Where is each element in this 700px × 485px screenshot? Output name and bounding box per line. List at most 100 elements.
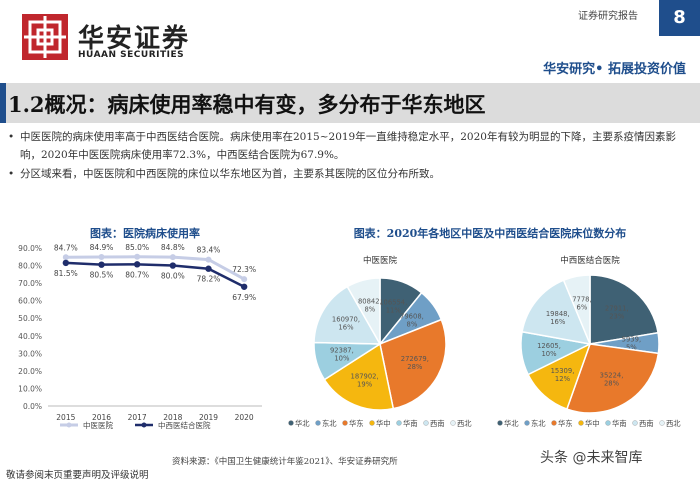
pie-title: 中医医院 bbox=[363, 255, 398, 266]
slice-label: 27911, 23% bbox=[605, 304, 629, 320]
pie-slice bbox=[346, 277, 381, 347]
legend-marker bbox=[423, 420, 429, 426]
series-line bbox=[65, 261, 245, 288]
legend-label: 华北 bbox=[504, 419, 519, 428]
bullet-text: 分区域来看，中医医院和中西医院的床位以华东地区为首，主要系其医院的区位分布所致。 bbox=[20, 168, 440, 180]
legend-label: 华南 bbox=[612, 419, 627, 428]
legend-label: 华中 bbox=[376, 419, 391, 428]
series-line bbox=[65, 255, 245, 281]
logo-text-cn: 华安证券 bbox=[78, 24, 191, 54]
data-label: 72.3% bbox=[232, 265, 256, 274]
report-type: 证券研究报告 bbox=[578, 11, 638, 22]
legend-label: 西南 bbox=[639, 419, 654, 428]
pie-slice bbox=[521, 279, 592, 345]
data-label: 78.2% bbox=[197, 275, 221, 284]
y-tick-label: 70.0% bbox=[18, 279, 42, 288]
y-tick-label: 0.0% bbox=[23, 402, 42, 411]
tagline: 华安研究• 拓展投资价值 bbox=[543, 62, 686, 77]
data-point bbox=[205, 265, 212, 272]
x-tick-label: 2020 bbox=[235, 413, 254, 422]
bullet-1: • 中医医院的病床使用率高于中西医结合医院。病床使用率在2015~2019年一直… bbox=[8, 128, 690, 164]
pie-slice bbox=[565, 343, 660, 414]
legend-label: 华东 bbox=[349, 419, 364, 428]
logo-text-en: HUAAN SECURITIES bbox=[78, 50, 185, 60]
legend-label: 东北 bbox=[322, 419, 337, 428]
left-chart-title: 图表：医院病床使用率 bbox=[90, 227, 200, 240]
legend-label: 西北 bbox=[457, 419, 472, 428]
y-tick-label: 50.0% bbox=[18, 314, 42, 323]
y-tick-label: 10.0% bbox=[18, 384, 42, 393]
data-point bbox=[62, 254, 69, 261]
data-label: 83.4% bbox=[197, 246, 221, 255]
y-tick-label: 30.0% bbox=[18, 349, 42, 358]
data-label: 81.5% bbox=[54, 269, 78, 278]
legend-label: 东北 bbox=[531, 419, 546, 428]
company-logo bbox=[22, 14, 68, 60]
pie-slice bbox=[379, 318, 447, 410]
legend-marker bbox=[605, 420, 611, 426]
x-tick-label: 2016 bbox=[92, 413, 111, 422]
slice-label: 79608, 8% bbox=[400, 313, 424, 329]
data-point bbox=[134, 253, 141, 260]
x-tick-label: 2017 bbox=[128, 413, 147, 422]
legend-marker bbox=[524, 420, 530, 426]
legend-label: 西南 bbox=[430, 419, 445, 428]
title-bar bbox=[0, 83, 700, 123]
slice-label: 19848, 16% bbox=[546, 310, 570, 326]
legend-marker bbox=[66, 422, 72, 428]
slice-label: 12605, 10% bbox=[537, 342, 561, 358]
watermark: 头条 @未来智库 bbox=[540, 450, 643, 466]
slice-label: 5939, 5% bbox=[622, 335, 641, 351]
legend-label: 中西医结合医院 bbox=[158, 420, 211, 430]
slice-label: 80842, 8% bbox=[358, 298, 382, 314]
slice-label: 160970, 16% bbox=[332, 316, 360, 332]
legend-marker bbox=[632, 420, 638, 426]
data-label: 84.8% bbox=[161, 243, 185, 252]
slice-label: 272679, 28% bbox=[401, 355, 429, 371]
legend-marker bbox=[288, 420, 294, 426]
legend-marker bbox=[578, 420, 584, 426]
pie-title: 中西医结合医院 bbox=[560, 255, 620, 266]
right-chart-title: 图表：2020年各地区中医及中西医结合医院床位数分布 bbox=[353, 227, 627, 240]
data-label: 80.7% bbox=[125, 270, 149, 279]
data-point bbox=[241, 276, 248, 283]
pie-slice bbox=[323, 342, 395, 411]
y-tick-label: 20.0% bbox=[18, 367, 42, 376]
source-note: 资料来源：《中国卫生健康统计年鉴2021》、华安证券研究所 bbox=[172, 457, 398, 467]
data-label: 67.9% bbox=[232, 293, 256, 302]
legend-marker bbox=[342, 420, 348, 426]
bullet-2: • 分区域来看，中医医院和中西医院的床位以华东地区为首，主要系其医院的区位分布所… bbox=[8, 165, 690, 183]
page-number: 8 bbox=[659, 0, 700, 36]
data-label: 85.0% bbox=[125, 243, 149, 252]
data-label: 80.5% bbox=[90, 271, 114, 280]
x-tick-label: 2019 bbox=[199, 413, 218, 422]
legend-marker bbox=[315, 420, 321, 426]
pie-slice bbox=[313, 285, 382, 345]
x-tick-label: 2015 bbox=[56, 413, 75, 422]
legend-label: 华南 bbox=[403, 419, 418, 428]
bullet-dot-icon: • bbox=[8, 131, 15, 143]
slice-label: 15309, 12% bbox=[551, 367, 575, 383]
bullet-dot-icon: • bbox=[8, 168, 15, 180]
data-label: 84.9% bbox=[90, 243, 114, 252]
slice-label: 7778, 6% bbox=[572, 295, 591, 311]
y-tick-label: 80.0% bbox=[18, 262, 42, 271]
data-point bbox=[98, 253, 105, 260]
legend-marker bbox=[141, 422, 147, 428]
bullet-text: 中医医院的病床使用率高于中西医结合医院。病床使用率在2015~2019年一直维持… bbox=[20, 131, 676, 161]
legend-label: 华中 bbox=[585, 419, 600, 428]
slice-label: 106554, 11% bbox=[379, 299, 407, 315]
y-tick-label: 60.0% bbox=[18, 297, 42, 306]
legend-label: 西北 bbox=[666, 419, 681, 428]
legend-marker bbox=[369, 420, 375, 426]
data-point bbox=[240, 283, 248, 290]
page-title: 1.2概况：病床使用率稳中有变，多分布于华东地区 bbox=[8, 92, 486, 117]
slice-label: 35224, 28% bbox=[600, 371, 624, 387]
legend-marker bbox=[396, 420, 402, 426]
slice-label: 92387, 10% bbox=[330, 347, 354, 363]
legend-marker bbox=[497, 420, 503, 426]
legend-marker bbox=[450, 420, 456, 426]
pie-charts: 中医医院 106554, 11%79608, 8% 272679, 28% 187902, 1… bbox=[288, 255, 681, 428]
legend-marker bbox=[551, 420, 557, 426]
data-label: 80.0% bbox=[161, 272, 185, 281]
